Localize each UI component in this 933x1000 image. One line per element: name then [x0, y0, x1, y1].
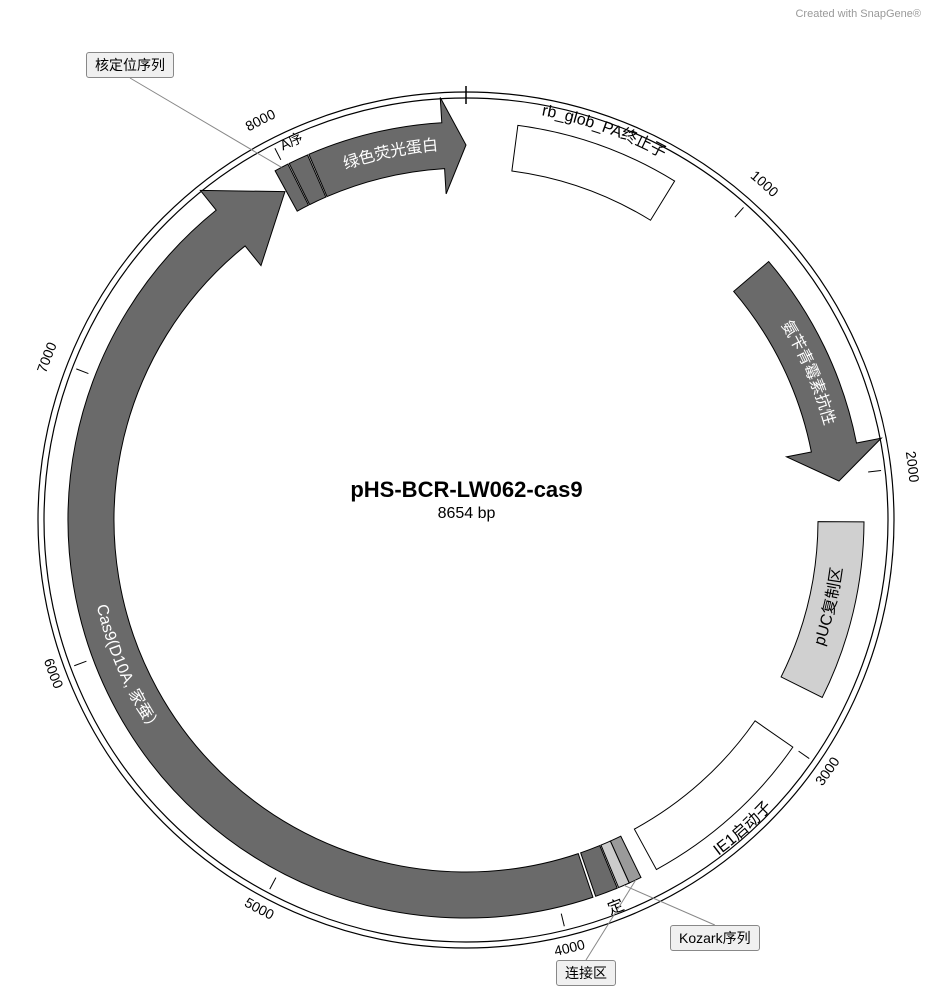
tick-label: 5000	[242, 894, 277, 923]
tick-mark	[74, 661, 86, 666]
tick-label: 1000	[748, 167, 782, 200]
tick-mark	[76, 369, 88, 374]
plasmid-map-svg: 10002000300040005000600070008000rb_glob_…	[0, 0, 933, 1000]
callout-kozark_callout: Kozark序列	[670, 925, 760, 951]
callout-linker_callout: 连接区	[556, 960, 616, 986]
tick-label: 6000	[41, 656, 67, 691]
tick-mark	[270, 878, 276, 889]
tick-mark	[275, 148, 281, 160]
tick-mark	[561, 914, 564, 927]
tick-label: 3000	[812, 754, 843, 789]
tick-label: 8000	[243, 106, 278, 135]
tick-mark	[735, 207, 744, 217]
tick-label: 2000	[903, 450, 923, 483]
tick-label: 4000	[553, 936, 587, 959]
feature-cas9	[68, 190, 593, 918]
callout-nls_callout: 核定位序列	[86, 52, 174, 78]
tick-label: 7000	[33, 339, 59, 374]
tick-mark	[799, 751, 810, 758]
callout-line-linker_callout	[586, 880, 636, 960]
tick-mark	[868, 470, 881, 472]
